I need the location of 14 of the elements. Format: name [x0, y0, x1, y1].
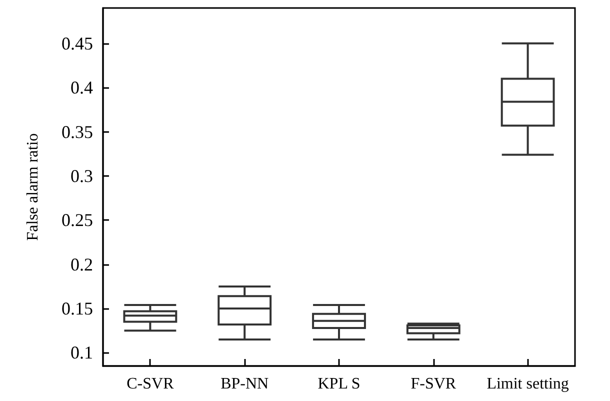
- y-tick-label: 0.45: [62, 33, 93, 54]
- x-tick-label: F-SVR: [410, 376, 456, 392]
- y-tick-label: 0.25: [62, 210, 93, 230]
- y-tick-label: 0.3: [70, 166, 93, 186]
- x-tick-label: BP-NN: [220, 376, 270, 392]
- x-tick-label: C-SVR: [126, 376, 174, 392]
- y-axis-title: False alarm ratio: [24, 133, 42, 241]
- x-tick-label: Limit setting: [486, 376, 569, 392]
- y-tick-label: 0.2: [70, 254, 93, 274]
- y-tick-label: 0.35: [62, 122, 93, 142]
- y-tick-label: 0.1: [70, 342, 93, 363]
- y-tick-label: 0.4: [70, 78, 93, 98]
- y-tick-label: 0.15: [62, 298, 93, 319]
- x-tick-label: KPL S: [318, 376, 360, 392]
